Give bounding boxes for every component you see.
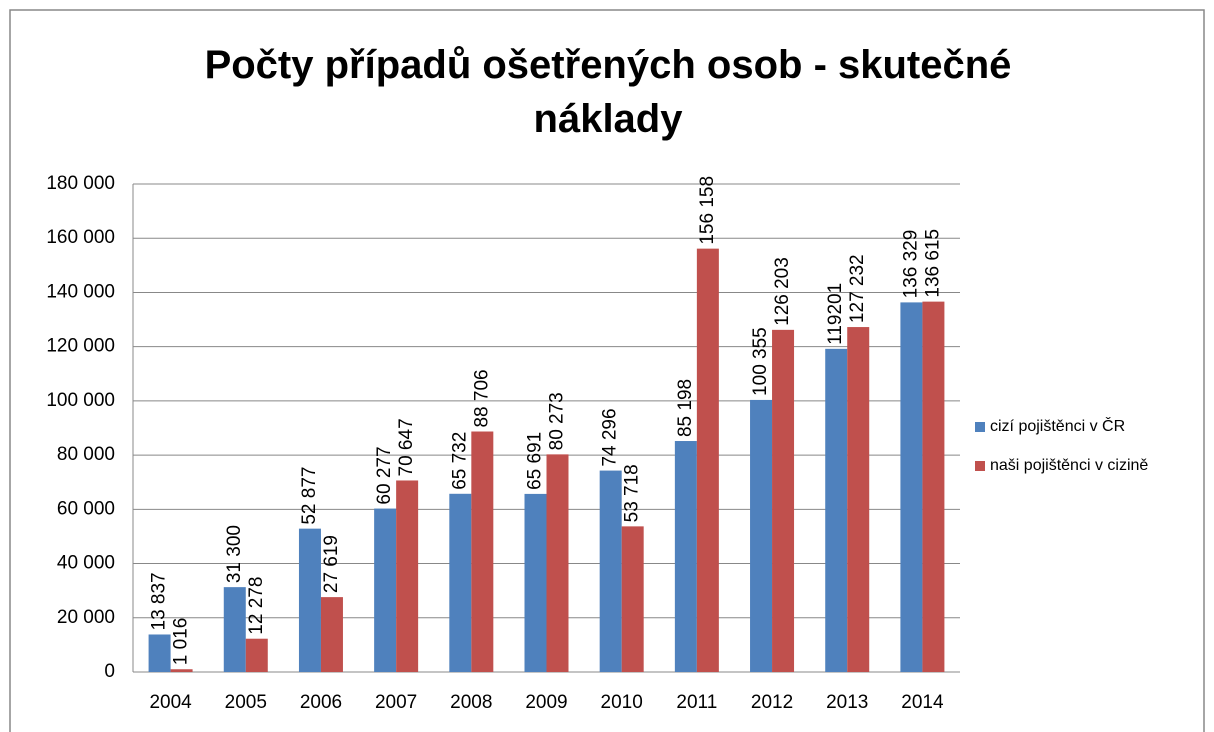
x-tick-label: 2012 <box>751 692 793 713</box>
bar <box>696 248 719 672</box>
data-label: 1 016 <box>171 618 192 666</box>
bar <box>396 480 419 672</box>
data-label: 53 718 <box>622 464 643 522</box>
legend-label: naši pojištěnci v cizině <box>990 457 1148 474</box>
data-label: 52 877 <box>299 467 320 525</box>
legend-label: cizí pojištěnci v ČR <box>990 416 1125 435</box>
data-label: 12 278 <box>246 577 267 635</box>
y-tick-label: 180 000 <box>46 173 115 194</box>
y-tick-label: 80 000 <box>57 444 115 465</box>
data-label: 60 277 <box>374 446 395 504</box>
bar <box>546 454 569 672</box>
bar <box>471 431 494 672</box>
data-label: 100 355 <box>750 327 771 396</box>
bar <box>772 329 795 672</box>
legend-swatch <box>975 461 985 471</box>
x-tick-label: 2013 <box>826 692 868 713</box>
bar <box>320 597 343 672</box>
bar <box>374 508 397 672</box>
x-tick-label: 2011 <box>676 692 717 713</box>
data-label: 27 619 <box>321 535 342 593</box>
data-label: 80 273 <box>547 392 568 450</box>
bar <box>298 528 321 672</box>
x-tick-label: 2004 <box>149 692 192 713</box>
bar <box>223 587 246 672</box>
bar <box>245 638 268 672</box>
y-tick-label: 20 000 <box>57 607 115 628</box>
x-tick-label: 2014 <box>901 692 944 713</box>
bar <box>922 301 945 672</box>
bar <box>674 441 697 672</box>
data-label: 127 232 <box>847 254 868 323</box>
x-tick-label: 2009 <box>525 692 567 713</box>
bar <box>750 399 773 672</box>
data-label: 65 732 <box>449 432 470 490</box>
data-label: 136 329 <box>900 230 921 299</box>
x-tick-label: 2007 <box>375 692 417 713</box>
bar <box>524 493 547 672</box>
bar <box>170 669 193 672</box>
data-label: 13 837 <box>149 572 170 630</box>
data-label: 126 203 <box>772 257 793 326</box>
data-label: 156 158 <box>697 176 718 245</box>
y-tick-label: 120 000 <box>46 336 115 357</box>
data-label: 136 615 <box>922 229 943 298</box>
legend-swatch <box>975 422 985 432</box>
bar <box>621 526 644 672</box>
data-label: 74 296 <box>600 408 621 466</box>
x-tick-label: 2005 <box>225 692 267 713</box>
y-tick-label: 40 000 <box>57 553 115 574</box>
data-label: 65 691 <box>525 432 546 490</box>
x-tick-label: 2006 <box>300 692 342 713</box>
x-tick-label: 2010 <box>601 692 643 713</box>
y-tick-label: 160 000 <box>46 227 115 248</box>
data-label: 88 706 <box>471 369 492 427</box>
data-label: 31 300 <box>224 525 245 583</box>
bar <box>599 470 622 672</box>
y-tick-label: 60 000 <box>57 498 115 519</box>
bar <box>900 302 923 672</box>
y-tick-label: 140 000 <box>46 281 115 302</box>
data-label: 85 198 <box>675 379 696 437</box>
data-label: 70 647 <box>396 418 417 476</box>
bar <box>449 493 472 672</box>
bar <box>825 348 848 672</box>
chart-title: Počty případů ošetřených osob - skutečné… <box>204 43 1012 141</box>
x-tick-label: 2008 <box>450 692 492 713</box>
bar <box>148 634 171 672</box>
y-tick-label: 0 <box>104 661 115 682</box>
data-label: 119201 <box>825 283 846 345</box>
y-tick-label: 100 000 <box>46 390 115 411</box>
bar <box>847 327 870 672</box>
